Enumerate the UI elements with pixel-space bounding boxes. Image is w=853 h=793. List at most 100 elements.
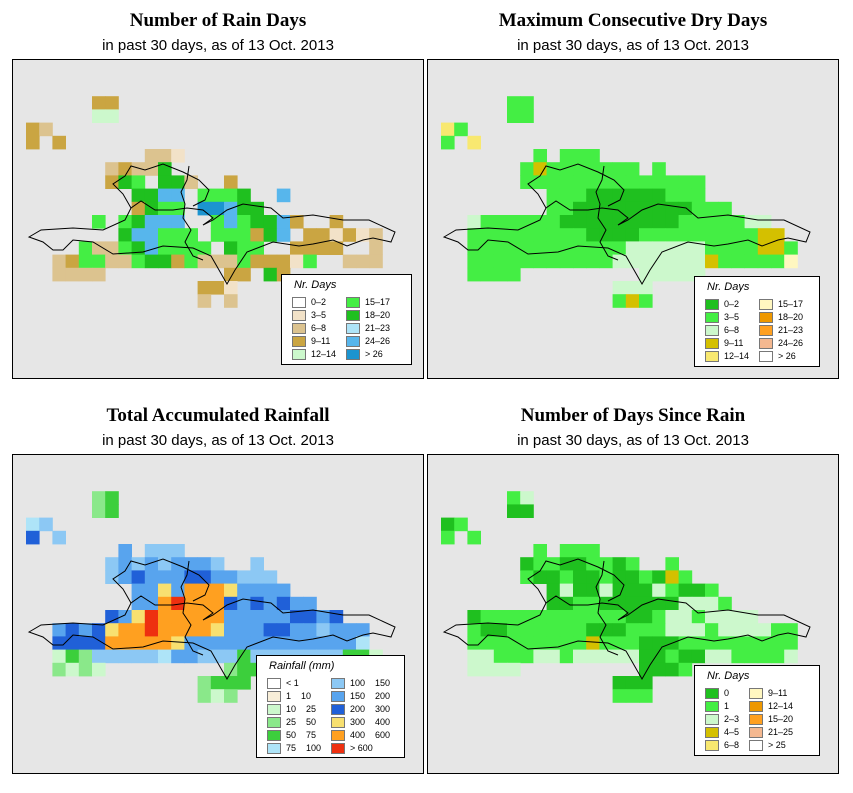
grid-cell xyxy=(665,583,679,598)
grid-cell xyxy=(290,241,304,255)
grid-cell xyxy=(678,254,693,269)
grid-cell xyxy=(356,623,370,637)
grid-cell xyxy=(784,241,798,255)
legend-item: 25 50 xyxy=(267,716,321,728)
legend-swatch xyxy=(346,296,361,308)
grid-cell xyxy=(586,254,600,269)
grid-cell xyxy=(290,610,304,624)
grid-cell xyxy=(78,267,93,282)
grid-cell xyxy=(92,96,106,110)
legend-item: 21–25 xyxy=(749,726,793,738)
grid-cell xyxy=(250,215,264,229)
grid-cell xyxy=(771,228,785,242)
grid-cell xyxy=(237,649,251,664)
grid-cell xyxy=(639,636,653,650)
grid-cell xyxy=(665,215,679,229)
grid-cell xyxy=(158,583,172,598)
legend-item: > 26 xyxy=(346,348,390,360)
grid-cell xyxy=(171,570,185,584)
grid-cell xyxy=(480,241,495,255)
legend-label: 15–17 xyxy=(365,297,391,307)
grid-cell xyxy=(559,162,574,176)
grid-cell xyxy=(144,254,159,269)
grid-cell xyxy=(144,583,159,598)
grid-cell xyxy=(546,162,561,176)
map-svg xyxy=(441,491,811,703)
grid-cell xyxy=(467,215,481,229)
grid-cell xyxy=(705,649,719,664)
legend-label: 6–8 xyxy=(724,325,740,335)
map-svg xyxy=(26,491,396,703)
grid-cell xyxy=(131,201,146,216)
grid-cell xyxy=(105,109,119,123)
grid-cell xyxy=(625,623,640,637)
grid-cell xyxy=(625,254,640,269)
grid-cell xyxy=(718,623,732,637)
grid-cell xyxy=(520,623,534,637)
grid-cell xyxy=(316,623,330,637)
grid-cell xyxy=(599,188,613,203)
legend-dry-days: Nr. Days 0–2 3–5 6–8 9–11 12–14 15–17 18–20 21–… xyxy=(694,276,820,367)
grid-cell xyxy=(705,254,719,269)
grid-cell xyxy=(691,649,706,664)
grid-cell xyxy=(573,649,587,664)
grid-cell xyxy=(493,254,508,269)
legend-label: 9–11 xyxy=(724,338,744,348)
grid-cell xyxy=(678,175,693,189)
grid-cell xyxy=(731,623,745,637)
grid-cell xyxy=(599,254,613,269)
grid-cell xyxy=(342,228,357,242)
grid-cell xyxy=(263,610,278,624)
grid-cell xyxy=(467,662,481,677)
grid-cell xyxy=(731,241,745,255)
grid-cell xyxy=(705,623,719,637)
grid-cell xyxy=(639,583,653,598)
legend-item: > 25 xyxy=(749,739,793,751)
grid-cell xyxy=(441,530,455,545)
grid-cell xyxy=(573,228,587,242)
grid-cell xyxy=(250,201,264,216)
grid-cell xyxy=(197,281,212,295)
grid-cell xyxy=(65,254,80,269)
grid-cell xyxy=(131,557,146,571)
grid-cell xyxy=(105,557,119,571)
legend-rainfall: Rainfall (mm) < 1 1 10 10 25 25 50 50 75 75 1… xyxy=(256,655,405,758)
grid-cell xyxy=(665,201,679,216)
grid-cell xyxy=(224,636,238,650)
grid-cell xyxy=(665,662,679,677)
grid-cell xyxy=(92,623,106,637)
legend-swatch xyxy=(292,322,306,334)
grid-cell xyxy=(625,570,640,584)
legend-title: Nr. Days xyxy=(707,670,750,682)
grid-cell xyxy=(507,636,521,650)
grid-cell xyxy=(316,636,330,650)
legend-item: > 600 xyxy=(331,742,390,754)
legend-item: 9–11 xyxy=(292,335,336,347)
grid-cell xyxy=(237,662,251,677)
legend-swatch xyxy=(759,324,774,336)
grid-cell xyxy=(639,241,653,255)
grid-cell xyxy=(118,241,132,255)
grid-cell xyxy=(224,294,238,308)
legend-swatch xyxy=(749,700,764,712)
panel-subtitle: in past 30 days, as of 13 Oct. 2013 xyxy=(102,432,334,449)
grid-cell xyxy=(290,596,304,611)
legend-label: 24–26 xyxy=(778,338,804,348)
grid-cell xyxy=(520,557,534,571)
grid-cell xyxy=(52,662,66,677)
legend-item: 100 150 xyxy=(331,677,390,689)
grid-cell xyxy=(718,215,732,229)
grid-cell xyxy=(131,596,146,611)
grid-cell xyxy=(612,281,627,295)
grid-cell xyxy=(665,267,679,282)
legend-label: 18–20 xyxy=(365,310,391,320)
grid-cell xyxy=(480,649,495,664)
grid-cell xyxy=(118,557,132,571)
grid-cell xyxy=(184,228,198,242)
grid-cell xyxy=(652,649,666,664)
grid-cell xyxy=(757,228,772,242)
grid-cell xyxy=(224,623,238,637)
grid-cell xyxy=(276,583,291,598)
grid-cell xyxy=(586,215,600,229)
grid-cell xyxy=(276,254,291,269)
